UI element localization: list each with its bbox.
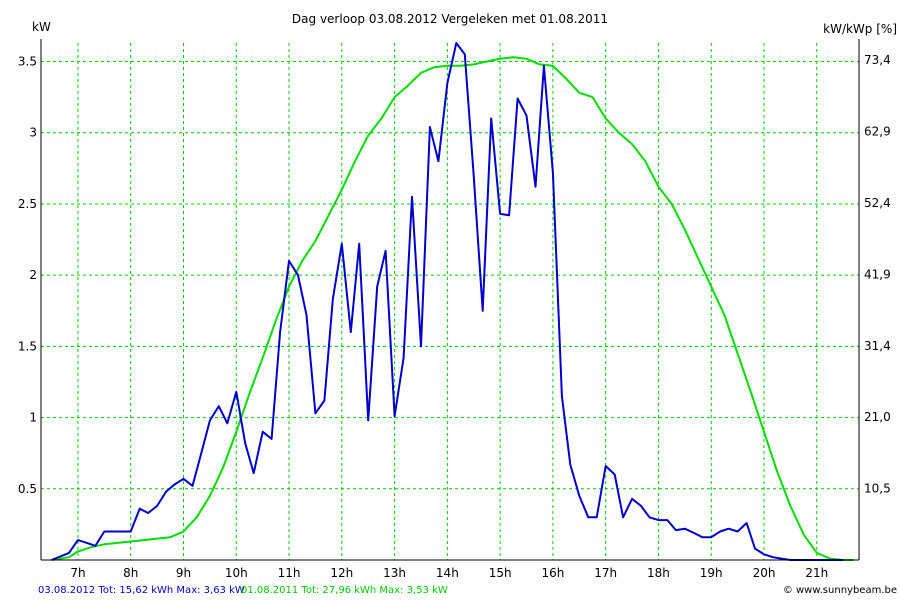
right-axis-label: kW/kWp [%] (823, 22, 897, 36)
grid-lines (41, 43, 859, 560)
x-tick-label: 13h (383, 566, 406, 580)
x-tick-label: 17h (594, 566, 617, 580)
copyright-text: © www.sunnybeam.be (783, 585, 897, 596)
y-right-tick-label: 41,9 (864, 268, 891, 282)
y-left-tick-label: 3.5 (18, 55, 37, 69)
y-right-tick-label: 21,0 (864, 410, 891, 424)
x-tick-label: 21h (805, 566, 828, 580)
x-tick-label: 18h (647, 566, 670, 580)
y-right-tick-label: 31,4 (864, 339, 891, 353)
y-right-tick-label: 73,4 (864, 53, 891, 67)
plot-frame (40, 39, 860, 561)
y-right-tick-label: 52,4 (864, 196, 891, 210)
legend-series-2: 01.08.2011 Tot: 27,96 kWh Max: 3,53 kW (241, 585, 448, 596)
y-right-tick-label: 10,5 (864, 481, 891, 495)
chart-title: Dag verloop 03.08.2012 Vergeleken met 01… (292, 12, 608, 26)
x-tick-label: 20h (753, 566, 776, 580)
x-tick-label: 12h (330, 566, 353, 580)
y-left-tick-label: 2 (29, 268, 37, 282)
x-tick-label: 14h (436, 566, 459, 580)
x-tick-label: 8h (123, 566, 138, 580)
y-left-tick-label: 0.5 (18, 482, 37, 496)
y-right-tick-label: 62,9 (864, 125, 891, 139)
series-line-01-08-2011 (51, 56, 854, 561)
x-tick-label: 16h (541, 566, 564, 580)
y-left-tick-label: 1.5 (18, 339, 37, 353)
left-axis-label: kW (32, 20, 51, 34)
x-tick-label: 10h (225, 566, 248, 580)
legend-series-1: 03.08.2012 Tot: 15,62 kWh Max: 3,63 kW (38, 585, 245, 596)
x-tick-label: 19h (700, 566, 723, 580)
series-layer (51, 42, 854, 561)
x-tick-label: 11h (278, 566, 301, 580)
y-left-tick-label: 3 (29, 126, 37, 140)
x-tick-label: 9h (176, 566, 191, 580)
y-left-tick-label: 1 (29, 411, 37, 425)
x-tick-label: 15h (489, 566, 512, 580)
y-left-tick-label: 2.5 (18, 197, 37, 211)
series-line-03-08-2012 (51, 42, 844, 561)
x-tick-label: 7h (70, 566, 85, 580)
tick-labels: 7h 8h 9h 10h 11h 12h 13h 14h 15h 16h 17h 18h 19h 20h 2… (18, 53, 891, 580)
